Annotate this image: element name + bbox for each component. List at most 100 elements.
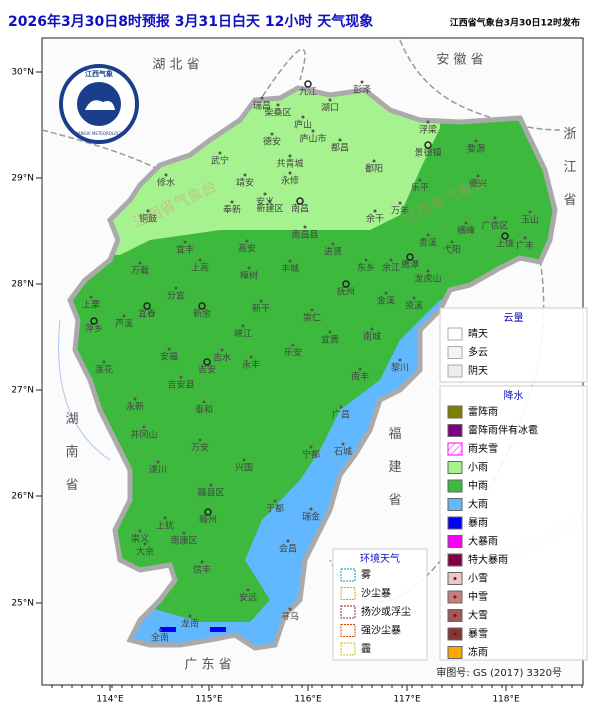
city-dot [156, 460, 160, 464]
city-label: 靖安 [236, 177, 254, 189]
city-dot [310, 308, 314, 312]
city-label: 广信区 [481, 220, 508, 232]
legend-swatch-dot [453, 595, 457, 599]
city-dot [464, 221, 468, 225]
city-dot [188, 614, 192, 618]
legend-label: 霾 [361, 643, 371, 655]
city-label: 修水 [157, 177, 175, 189]
city-label: 浮梁 [419, 124, 437, 136]
legend-label: 沙尘暴 [361, 588, 391, 600]
city-label: 瑞昌 [253, 100, 271, 112]
city-marker [406, 253, 414, 261]
city-label: 南康区 [170, 535, 197, 547]
city-label: 永新 [126, 401, 144, 413]
province-label: 广 东 省 [184, 658, 231, 673]
city-dot [198, 438, 202, 442]
province-label: 福 建 省 [386, 426, 402, 513]
city-label: 鹰潭 [401, 259, 419, 271]
city-dot [164, 173, 168, 177]
city-marker [296, 197, 304, 205]
city-label: 全南 [151, 632, 169, 644]
city-dot [328, 330, 332, 334]
city-dot [364, 258, 368, 262]
city-dot [122, 314, 126, 318]
city-dot [260, 96, 264, 100]
city-label: 丰城 [281, 263, 299, 275]
city-dot [339, 405, 343, 409]
city-label: 永修 [281, 175, 299, 187]
city-label: 遂川 [149, 464, 167, 476]
city-label: 上栗 [82, 300, 100, 311]
city-label: 乐安 [284, 347, 302, 359]
legend-swatch-dot [453, 577, 457, 580]
city-dot [230, 200, 234, 204]
legend-label: 暴雨 [468, 517, 488, 529]
lat-label: 30°N [11, 68, 34, 78]
city-label: 资溪 [405, 300, 423, 312]
legend-swatch [447, 553, 463, 567]
city-dot [276, 103, 280, 107]
lat-label: 27°N [11, 386, 34, 396]
city-dot [288, 154, 292, 158]
city-label: 兴国 [235, 463, 253, 474]
city-label: 东乡 [357, 262, 375, 274]
city-dot [398, 201, 402, 205]
city-dot [303, 225, 307, 229]
city-label: 上高 [191, 262, 209, 274]
city-dot [179, 375, 183, 379]
city-dot [243, 173, 247, 177]
city-label: 乐平 [411, 182, 429, 194]
lon-label: 114°E [96, 695, 124, 705]
city-marker [204, 508, 212, 516]
city-dot [412, 296, 416, 300]
lon-label: 116°E [294, 695, 322, 705]
legend-swatch [447, 516, 463, 530]
city-label: 宜丰 [176, 244, 194, 256]
city-dot [331, 242, 335, 246]
city-dot [288, 259, 292, 263]
city-dot [426, 120, 430, 124]
city-dot [182, 531, 186, 535]
city-dot [309, 507, 313, 511]
city-dot [309, 445, 313, 449]
city-marker [198, 302, 206, 310]
city-label: 赣县区 [197, 487, 224, 499]
city-dot [146, 209, 150, 213]
legend-label: 暴雪 [468, 628, 488, 640]
city-label: 高安 [238, 243, 256, 255]
city-dot [209, 483, 213, 487]
province-label: 浙 江 省 [561, 126, 577, 213]
city-label: 崇仁 [303, 312, 321, 324]
province-label: 湖 南 省 [63, 411, 79, 498]
city-label: 安福 [160, 351, 178, 363]
city-dot [373, 209, 377, 213]
province-outline [67, 85, 558, 651]
city-dot [183, 240, 187, 244]
city-label: 崇义 [131, 534, 149, 545]
legend-swatch [447, 479, 463, 493]
city-dot [163, 516, 167, 520]
logo: 江西气象 JIANGXI METEOROLOGY [59, 64, 139, 144]
city-label: 大余 [136, 546, 154, 558]
city-label: 鄱阳 [365, 164, 383, 175]
city-label: 黎川 [391, 362, 409, 374]
lat-label: 26°N [11, 492, 34, 502]
city-label: 萍乡 [85, 324, 103, 335]
city-dot [247, 266, 251, 270]
city-dot [198, 258, 202, 262]
city-dot [288, 171, 292, 175]
city-dot [398, 358, 402, 362]
city-label: 于都 [266, 504, 284, 515]
city-label: 武宁 [211, 155, 229, 167]
title: 2026年3月30日8时预报 3月31日白天 12小时 天气现象 [8, 13, 373, 30]
legend-label: 雷阵雨伴有冰雹 [468, 424, 538, 437]
legend-title: 降水 [504, 389, 524, 402]
city-dot [246, 588, 250, 592]
city-label: 永丰 [242, 359, 260, 371]
legend-swatch [447, 424, 463, 437]
city-label: 吉安 [198, 364, 216, 376]
city-dot [202, 400, 206, 404]
city-dot [389, 258, 393, 262]
province-label: 湖 北 省 [152, 58, 199, 73]
